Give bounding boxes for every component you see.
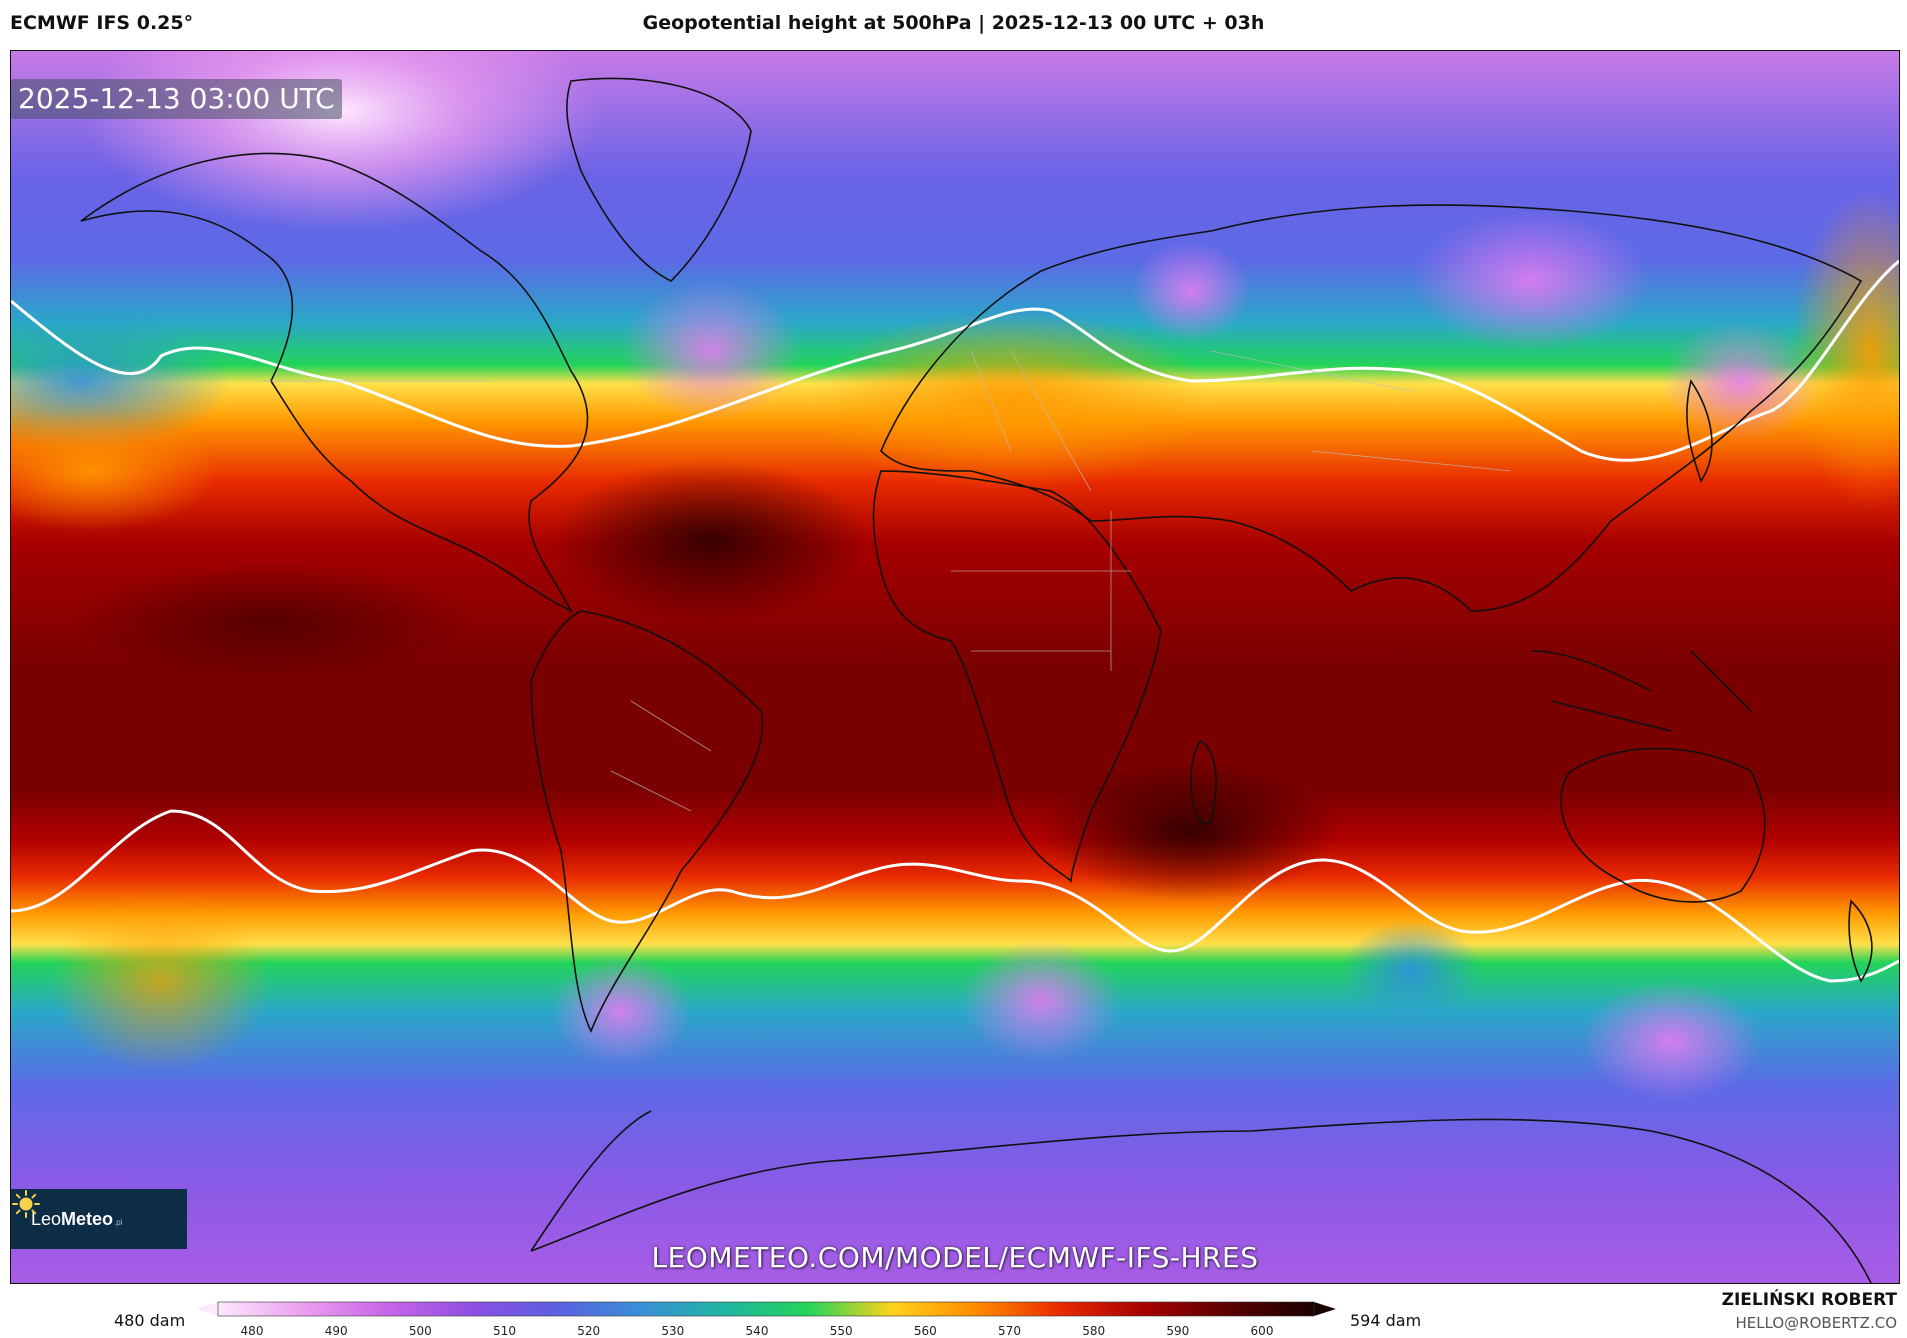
colorbar: 480 490 500 510 520 530 540 550 560 570 580 590 600 <box>196 1301 1336 1338</box>
colorbar-tick-label: 570 <box>998 1324 1021 1338</box>
colorbar-tick-label: 510 <box>493 1324 516 1338</box>
country-borders <box>261 350 1512 812</box>
colorbar-min-arrow <box>196 1302 218 1316</box>
colorbar-tick-label: 600 <box>1251 1324 1274 1338</box>
contour-south <box>11 809 1899 983</box>
colorbar-tick-label: 530 <box>661 1324 684 1338</box>
colorbar-tick-label: 520 <box>577 1324 600 1338</box>
leometeo-logo: LeoMeteo.pl <box>11 1189 187 1249</box>
geopotential-field <box>11 51 1899 1283</box>
colorbar-tick-label: 490 <box>325 1324 348 1338</box>
contour-north <box>11 259 1899 462</box>
logo-wordmark: LeoMeteo.pl <box>31 1208 123 1229</box>
map-title: Geopotential height at 500hPa | 2025-12-… <box>642 12 1265 34</box>
colorbar-max-arrow <box>1314 1302 1336 1316</box>
colorbar-tick-label: 560 <box>914 1324 937 1338</box>
model-label: ECMWF IFS 0.25° <box>10 12 194 34</box>
colorbar-tick-label: 540 <box>746 1324 769 1338</box>
weather-map[interactable]: 2025-12-13 03:00 UTC LeoMeteo.pl LEOMETE… <box>10 50 1900 1284</box>
coastlines <box>80 77 1873 1283</box>
colorbar-tick-label: 480 <box>241 1324 264 1338</box>
colorbar-tick-label: 590 <box>1166 1324 1189 1338</box>
colorbar-tick-label: 500 <box>409 1324 432 1338</box>
source-url-watermark: LEOMETEO.COM/MODEL/ECMWF-IFS-HRES <box>651 1241 1259 1274</box>
author-email[interactable]: HELLO@ROBERTZ.CO <box>1735 1314 1897 1332</box>
colorbar-tick-label: 580 <box>1082 1324 1105 1338</box>
colorbar-min-label: 480 dam <box>114 1311 186 1330</box>
colorbar-tick-label: 550 <box>830 1324 853 1338</box>
valid-time-badge: 2025-12-13 03:00 UTC <box>11 79 342 119</box>
author-name: ZIELIŃSKI ROBERT <box>1721 1290 1897 1310</box>
colorbar-max-label: 594 dam <box>1350 1311 1422 1330</box>
colorbar-gradient <box>218 1302 1314 1316</box>
